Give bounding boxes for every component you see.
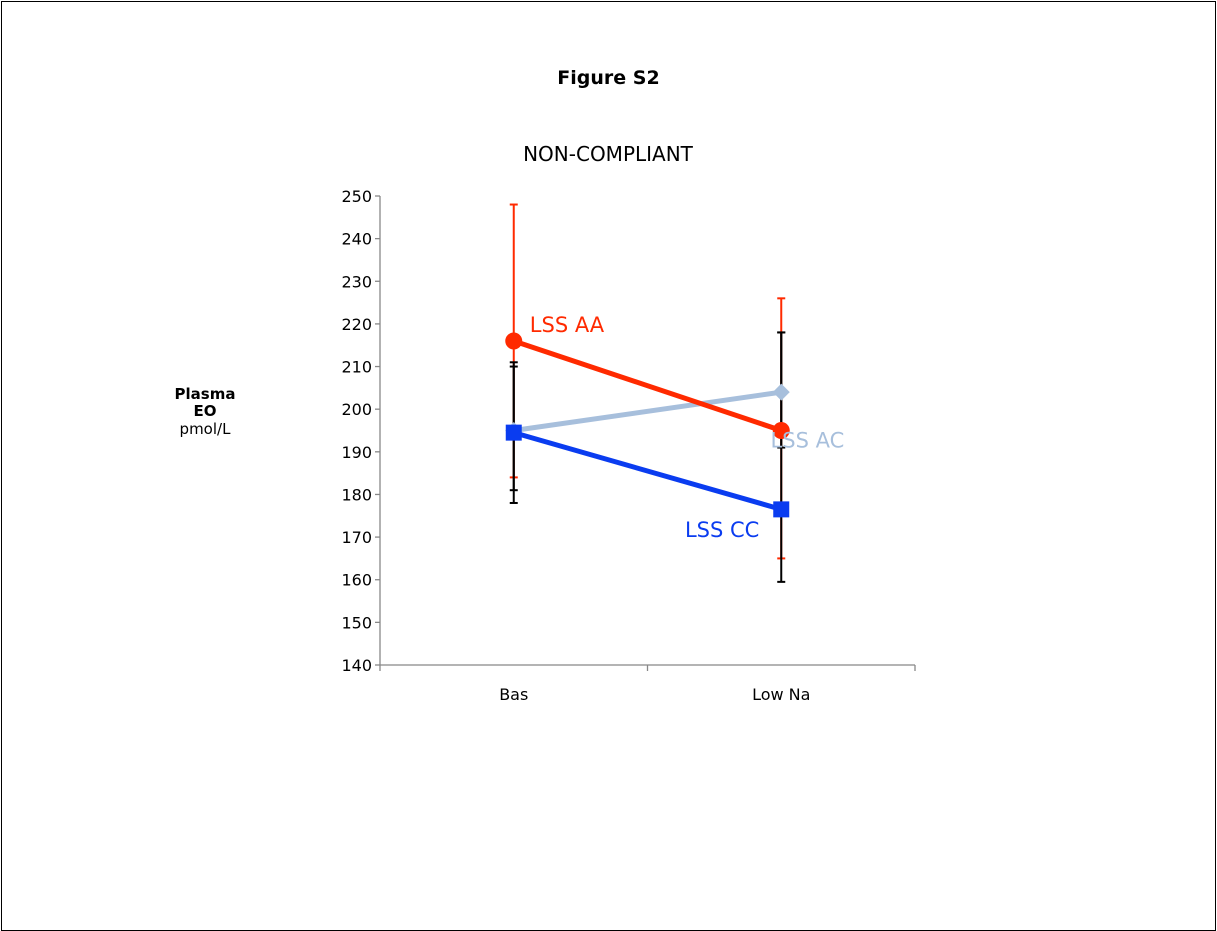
y-tick-label: 150 <box>341 613 372 632</box>
y-tick-label: 190 <box>341 443 372 462</box>
series-label: LSS AA <box>530 313 605 337</box>
y-tick-label: 250 <box>341 187 372 206</box>
figure-label: Figure S2 <box>557 67 660 89</box>
y-tick-label: 240 <box>341 230 372 249</box>
series-label: LSS CC <box>685 518 759 542</box>
series-line <box>511 430 784 512</box>
y-tick-label: 200 <box>341 400 372 419</box>
series-label: LSS AC <box>771 428 845 452</box>
data-point <box>772 422 790 439</box>
y-tick-label: 170 <box>341 528 372 547</box>
y-tick-label: 180 <box>341 485 372 504</box>
data-point <box>772 383 790 401</box>
data-point <box>505 332 523 350</box>
data-point <box>773 501 790 518</box>
y-axis-label-line-3: pmol/L <box>179 420 231 438</box>
y-axis-label-line-2: EO <box>193 402 217 420</box>
data-point <box>505 424 522 441</box>
y-tick-label: 210 <box>341 358 372 377</box>
y-tick-label: 230 <box>341 272 372 291</box>
y-tick-label: 220 <box>341 315 372 334</box>
x-tick-label: Bas <box>499 685 528 704</box>
y-tick-label: 160 <box>341 571 372 590</box>
chart-title: NON-COMPLIANT <box>523 142 693 166</box>
y-tick-label: 140 <box>341 656 372 675</box>
series-line <box>511 389 784 433</box>
y-axis-label-line-1: Plasma <box>174 385 236 403</box>
series-line <box>511 338 784 433</box>
x-tick-label: Low Na <box>752 685 810 704</box>
